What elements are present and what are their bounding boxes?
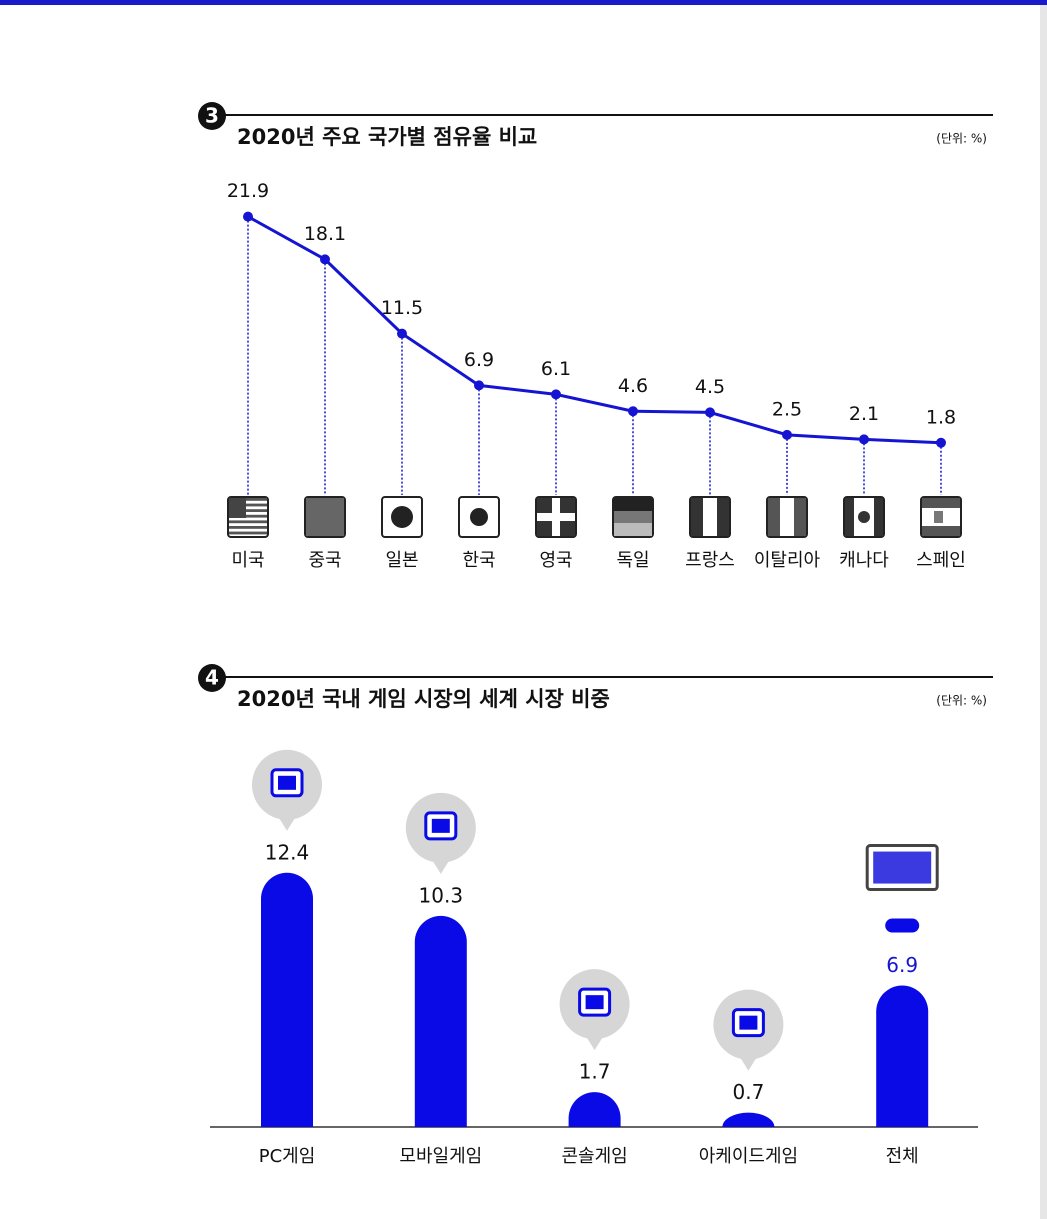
flag-part xyxy=(470,508,488,526)
flag xyxy=(843,496,885,538)
top-border xyxy=(0,0,1047,5)
line xyxy=(247,215,942,445)
value-label: 4.6 xyxy=(618,375,648,397)
chart-title: 2020년 주요 국가별 점유율 비교 xyxy=(237,125,537,149)
flag-part xyxy=(845,498,854,536)
flag-part xyxy=(858,511,870,523)
flag-part xyxy=(229,498,267,501)
flag xyxy=(535,496,577,538)
value-label: 2.1 xyxy=(849,403,879,425)
unit-label: (단위: %) xyxy=(936,694,987,708)
flag-part xyxy=(614,523,652,536)
point xyxy=(628,406,638,417)
flag-part xyxy=(614,511,652,523)
x-tick-label: 영국 xyxy=(539,550,572,571)
value-label: 1.8 xyxy=(926,406,956,428)
flag-part xyxy=(306,498,344,536)
x-tick-label: 미국 xyxy=(231,550,264,571)
flag xyxy=(689,496,731,538)
point xyxy=(859,434,869,445)
value-label: 18.1 xyxy=(304,223,346,245)
point xyxy=(320,254,330,265)
x-tick-label: 스페인 xyxy=(916,550,966,571)
x-tick-label: PC게임 xyxy=(259,1146,316,1167)
point xyxy=(936,437,946,448)
icon xyxy=(431,818,450,833)
flag-part xyxy=(229,526,267,529)
badge-number: 4 xyxy=(205,666,219,690)
icon-controller xyxy=(885,918,920,933)
x-tick-label: 한국 xyxy=(462,550,495,571)
side-border xyxy=(1040,5,1047,1219)
flag xyxy=(304,496,346,538)
flag-part xyxy=(229,520,267,524)
value-label: 21.9 xyxy=(227,180,269,202)
flag-part xyxy=(229,514,267,518)
flag-part xyxy=(768,498,780,536)
flag-part xyxy=(537,513,575,521)
flag-part xyxy=(229,531,267,535)
point xyxy=(397,328,407,339)
flag xyxy=(227,496,269,538)
value-label: 10.3 xyxy=(419,883,464,907)
value-label: 11.5 xyxy=(381,297,423,319)
flag-part xyxy=(229,498,246,518)
icon-screen xyxy=(873,851,932,884)
x-tick-label: 중국 xyxy=(308,550,341,571)
value-label: 6.9 xyxy=(464,349,494,371)
flag-part xyxy=(874,498,883,536)
point xyxy=(474,380,484,391)
x-tick-label: 일본 xyxy=(385,550,418,571)
flag xyxy=(920,496,962,538)
bar xyxy=(722,1112,775,1127)
point xyxy=(705,407,715,418)
value-label: 6.9 xyxy=(886,953,918,977)
point xyxy=(782,429,792,440)
flag-part xyxy=(717,498,729,536)
x-tick-label: 전체 xyxy=(886,1146,919,1167)
flag xyxy=(766,496,808,538)
x-tick-label: 캐나다 xyxy=(839,550,889,571)
x-tick-label: 이탈리아 xyxy=(754,550,821,571)
badge xyxy=(198,102,226,130)
flag-part xyxy=(229,509,267,512)
value-label: 0.7 xyxy=(732,1080,764,1104)
x-tick-label: 콘솔게임 xyxy=(561,1146,627,1167)
flag-part xyxy=(229,503,267,507)
value-label: 6.1 xyxy=(541,358,571,380)
flag-part xyxy=(614,498,652,511)
unit-label: (단위: %) xyxy=(936,132,987,146)
point xyxy=(551,389,561,400)
value-label: 2.5 xyxy=(772,398,802,420)
flag xyxy=(458,496,500,538)
icon xyxy=(278,775,296,790)
value-label: 12.4 xyxy=(265,840,310,864)
icon xyxy=(739,1015,758,1030)
flag xyxy=(381,496,423,538)
flag-part xyxy=(922,526,960,536)
x-tick-label: 모바일게임 xyxy=(399,1146,482,1167)
chart-title: 2020년 국내 게임 시장의 세계 시장 비중 xyxy=(237,687,610,711)
flag-part xyxy=(794,498,806,536)
flag-part xyxy=(391,506,413,528)
value-label: 1.7 xyxy=(579,1060,611,1084)
bar xyxy=(876,985,929,1127)
flag-part xyxy=(691,498,703,536)
flag xyxy=(612,496,654,538)
bar xyxy=(261,872,313,1127)
value-label: 4.5 xyxy=(695,376,725,398)
badge xyxy=(198,664,226,692)
flag-part xyxy=(922,498,960,508)
icon xyxy=(585,995,604,1010)
x-tick-label: 프랑스 xyxy=(685,550,735,571)
bar xyxy=(568,1092,621,1127)
x-tick-label: 아케이드게임 xyxy=(699,1146,798,1167)
bar xyxy=(414,915,467,1127)
x-tick-label: 독일 xyxy=(616,550,649,571)
point xyxy=(243,211,253,222)
flag-part xyxy=(934,511,943,523)
badge-number: 3 xyxy=(205,104,219,128)
